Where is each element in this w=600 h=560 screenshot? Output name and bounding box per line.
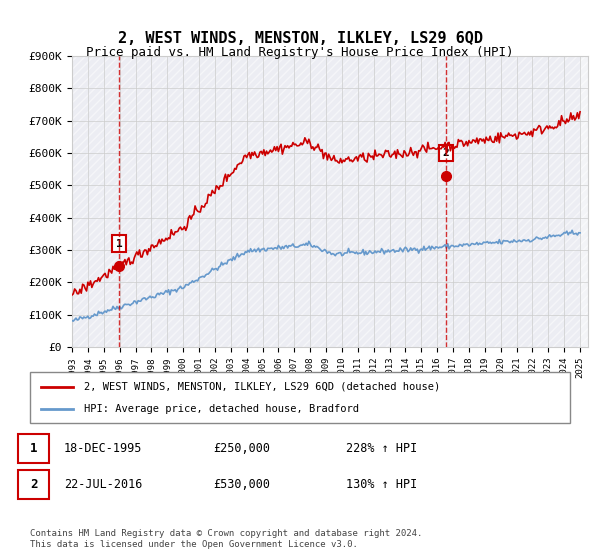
Text: £530,000: £530,000 [214, 478, 271, 491]
Text: £250,000: £250,000 [214, 442, 271, 455]
Text: 18-DEC-1995: 18-DEC-1995 [64, 442, 142, 455]
FancyBboxPatch shape [18, 435, 49, 463]
Text: 2, WEST WINDS, MENSTON, ILKLEY, LS29 6QD: 2, WEST WINDS, MENSTON, ILKLEY, LS29 6QD [118, 31, 482, 46]
Text: HPI: Average price, detached house, Bradford: HPI: Average price, detached house, Brad… [84, 404, 359, 414]
FancyBboxPatch shape [18, 470, 49, 498]
Text: 2: 2 [443, 148, 449, 158]
Text: Contains HM Land Registry data © Crown copyright and database right 2024.
This d: Contains HM Land Registry data © Crown c… [30, 529, 422, 549]
Text: 1: 1 [116, 239, 122, 249]
Text: 22-JUL-2016: 22-JUL-2016 [64, 478, 142, 491]
Text: 2, WEST WINDS, MENSTON, ILKLEY, LS29 6QD (detached house): 2, WEST WINDS, MENSTON, ILKLEY, LS29 6QD… [84, 381, 440, 391]
Text: 228% ↑ HPI: 228% ↑ HPI [346, 442, 418, 455]
Text: 130% ↑ HPI: 130% ↑ HPI [346, 478, 418, 491]
Text: 2: 2 [30, 478, 37, 491]
Text: Price paid vs. HM Land Registry's House Price Index (HPI): Price paid vs. HM Land Registry's House … [86, 46, 514, 59]
FancyBboxPatch shape [30, 372, 570, 423]
Text: 1: 1 [30, 442, 37, 455]
